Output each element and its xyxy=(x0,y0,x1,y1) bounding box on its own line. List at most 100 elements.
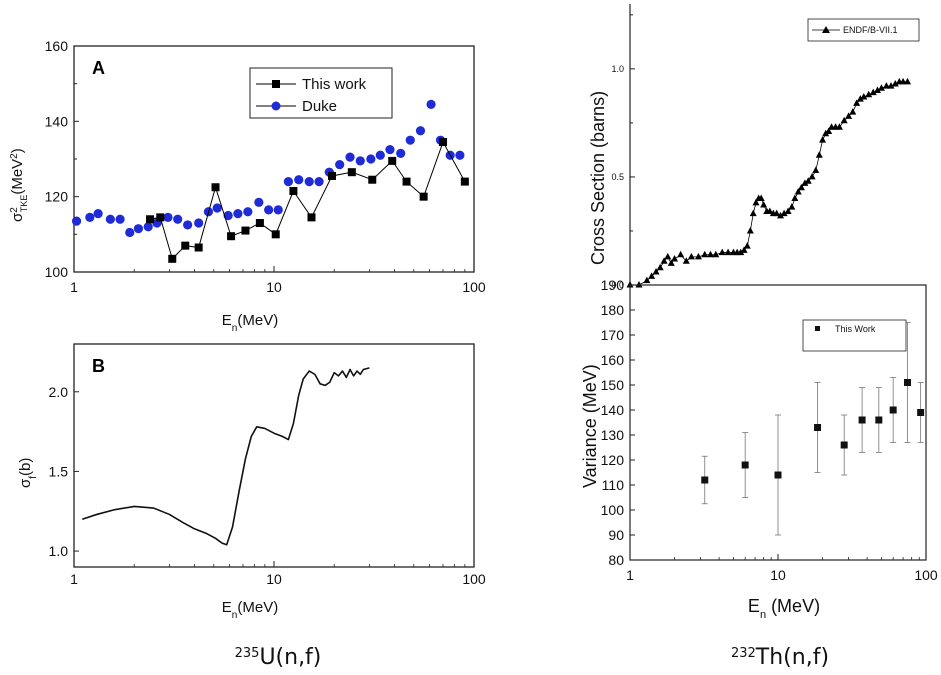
panel-a-y-ticks: 100 120 140 160 xyxy=(45,38,79,280)
panel-a-series xyxy=(71,99,469,263)
y-tick-label: 190 xyxy=(601,277,625,293)
duke-point xyxy=(283,177,293,187)
endf-point xyxy=(752,198,760,206)
duke-point xyxy=(345,152,355,162)
duke-point xyxy=(194,218,204,228)
legend-marker-endf xyxy=(822,26,830,33)
endf-point xyxy=(746,226,754,234)
endf-point xyxy=(724,248,732,256)
y-tick-label: 160 xyxy=(601,352,625,368)
this-work-line xyxy=(149,140,466,260)
y-tick-label: 130 xyxy=(601,427,625,443)
y-tick-label: 90 xyxy=(608,527,624,543)
panel-b-y-ticks: 1.0 1.5 2.0 xyxy=(49,384,79,559)
this-work-point xyxy=(146,215,155,224)
duke-point xyxy=(212,203,222,213)
endf-point xyxy=(664,252,672,260)
duke-point xyxy=(415,126,426,136)
y-tick-label: 120 xyxy=(601,452,625,468)
endf-point xyxy=(643,276,651,284)
y-tick-label: 140 xyxy=(601,402,625,418)
duke-point xyxy=(375,150,385,160)
legend-marker-duke xyxy=(271,101,281,111)
duke-point xyxy=(143,222,153,232)
endf-line xyxy=(630,81,908,286)
endf-point xyxy=(887,82,895,89)
duke-point xyxy=(223,210,233,221)
legend-label-this-work-d: This Work xyxy=(835,324,876,334)
this-work-point xyxy=(439,138,448,147)
endf-point xyxy=(760,201,768,208)
endf-point xyxy=(749,209,757,217)
duke-point xyxy=(314,177,324,187)
panel-d-x-label: En (MeV) xyxy=(748,596,820,621)
variance-point xyxy=(814,424,822,431)
panel-a-x-ticks: 1 10 100 xyxy=(70,266,486,295)
panel-b-frame xyxy=(73,343,475,568)
endf-point xyxy=(815,151,823,158)
panel-c-y-ticks: 0.0 0.5 1.0 xyxy=(611,14,635,290)
endf-point xyxy=(784,207,792,215)
endf-point xyxy=(853,99,861,106)
endf-point xyxy=(882,82,890,89)
endf-point xyxy=(877,84,885,91)
endf-point xyxy=(694,252,702,260)
duke-point xyxy=(264,205,274,215)
endf-point xyxy=(797,183,805,191)
this-work-point xyxy=(328,171,337,180)
this-work-point xyxy=(227,232,236,241)
y-tick-label: 100 xyxy=(45,264,69,280)
panel-d-x-ticks: 1 10 100 xyxy=(626,554,938,583)
duke-point xyxy=(335,160,345,170)
duke-point xyxy=(85,212,95,222)
endf-point xyxy=(788,203,796,210)
endf-point xyxy=(904,77,912,85)
endf-point xyxy=(869,88,877,96)
endf-point xyxy=(849,108,857,115)
panel-c-series xyxy=(626,77,912,288)
this-work-point xyxy=(289,187,298,196)
endf-point xyxy=(825,127,833,135)
y-tick-label: 140 xyxy=(45,113,69,129)
panel-a-legend: This work Duke xyxy=(249,67,393,119)
endf-point xyxy=(873,86,881,93)
panel-c-legend-box xyxy=(807,18,920,42)
y-tick-label: 170 xyxy=(601,327,625,343)
endf-point xyxy=(707,250,715,258)
endf-point xyxy=(780,209,788,217)
variance-point xyxy=(741,461,749,469)
this-work-point xyxy=(271,230,280,239)
this-work-point xyxy=(388,156,397,165)
endf-point xyxy=(819,136,827,143)
duke-point xyxy=(93,209,103,219)
variance-point xyxy=(701,476,709,484)
duke-point xyxy=(173,214,183,224)
x-tick-label: 10 xyxy=(266,279,282,295)
y-tick-label: 120 xyxy=(45,189,69,205)
x-tick-label: 100 xyxy=(462,571,486,587)
endf-point xyxy=(740,246,748,253)
endf-point xyxy=(757,194,765,202)
endf-point xyxy=(671,255,679,262)
this-work-point xyxy=(168,254,177,263)
endf-point xyxy=(801,179,809,186)
y-tick-label: 110 xyxy=(602,477,625,493)
x-tick-label: 10 xyxy=(266,571,282,587)
caption-right: 232Th(n,f) xyxy=(731,645,829,670)
x-tick-label: 10 xyxy=(770,567,786,583)
panel-c-y-label: Cross Section (barns) xyxy=(588,91,608,265)
endf-point xyxy=(656,263,664,271)
variance-point xyxy=(774,471,782,479)
endf-point xyxy=(635,281,643,288)
endf-point xyxy=(891,79,899,87)
y-tick-label: 2.0 xyxy=(49,384,69,400)
duke-point xyxy=(273,205,283,215)
endf-point xyxy=(808,172,816,180)
endf-point xyxy=(791,194,799,202)
panel-b-series xyxy=(82,367,370,546)
duke-point xyxy=(385,144,395,155)
caption-left: 235U(n,f) xyxy=(235,645,322,670)
panel-b-label: B xyxy=(92,356,105,376)
variance-point xyxy=(904,379,912,386)
